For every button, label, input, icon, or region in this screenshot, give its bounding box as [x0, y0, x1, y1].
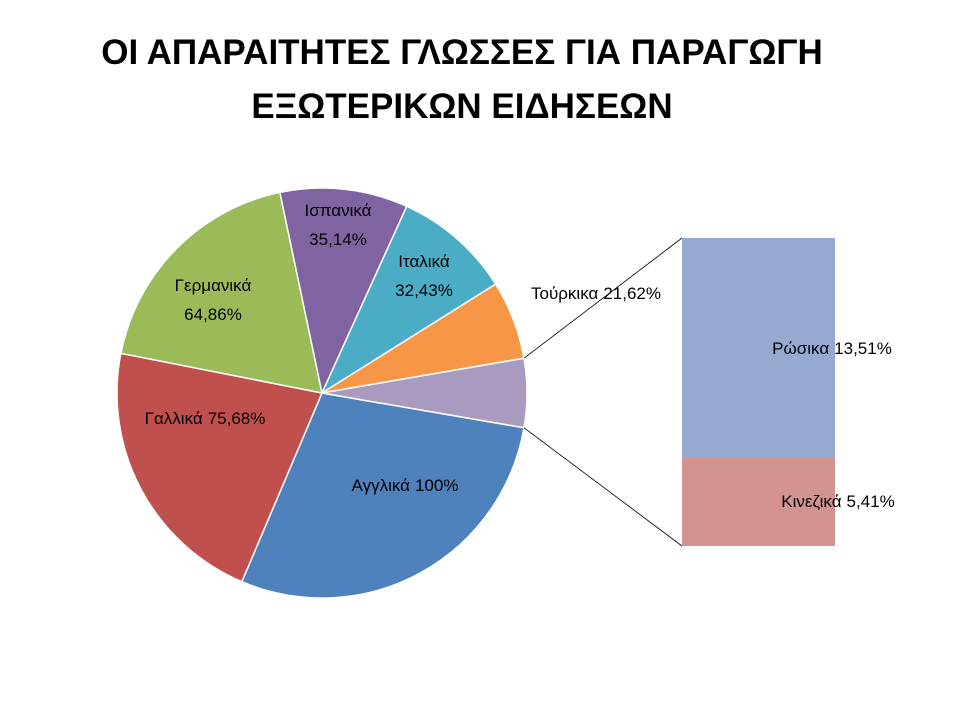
value-label: 35,14%	[309, 230, 367, 249]
value-label: 32,43%	[395, 281, 453, 300]
data-label: Αγγλικά 100%	[352, 476, 459, 495]
value-label: 21,62%	[603, 284, 661, 303]
data-label: Γαλλικά 75,68%	[145, 409, 266, 428]
value-label: 5,41%	[847, 492, 895, 511]
data-label: Γερμανικά 64,86%	[175, 276, 252, 324]
pie-slice-other	[321, 357, 528, 429]
category-label: Αγγλικά	[352, 476, 411, 495]
pie-slice	[278, 187, 408, 396]
category-label: Γαλλικά	[145, 409, 203, 428]
chart-title: ΟΙ ΑΠΑΡΑΙΤΗΤΕΣ ΓΛΩΣΣΕΣ ΓΙΑ ΠΑΡΑΓΩΓΗ ΕΞΩΤ…	[101, 33, 823, 126]
connector-line	[523, 237, 683, 359]
value-label: 64,86%	[184, 305, 242, 324]
data-label: Ιταλικά 32,43%	[395, 252, 453, 300]
data-label: Κινεζικά 5,41%	[781, 492, 894, 511]
bar-segment	[682, 238, 835, 458]
category-label: Ισπανικά	[305, 201, 372, 220]
category-label: Κινεζικά	[781, 492, 841, 511]
data-label: Ρώσικα 13,51%	[772, 339, 892, 358]
pie-slice	[119, 191, 323, 394]
pie-slice	[320, 205, 497, 395]
category-label: Τούρκικα	[531, 284, 599, 303]
pie-slice	[240, 392, 525, 599]
category-label: Ιταλικά	[398, 252, 450, 271]
category-label: Ρώσικα	[772, 339, 829, 358]
value-label: 13,51%	[834, 339, 892, 358]
data-label: Τούρκικα 21,62%	[531, 284, 661, 303]
category-label: Γερμανικά	[175, 276, 252, 295]
connector-line	[523, 427, 683, 547]
value-label: 75,68%	[208, 409, 266, 428]
bar-segment	[682, 457, 835, 546]
pie-slice	[116, 352, 324, 583]
value-label: 100%	[415, 476, 458, 495]
data-label: Ισπανικά 35,14%	[305, 201, 372, 249]
